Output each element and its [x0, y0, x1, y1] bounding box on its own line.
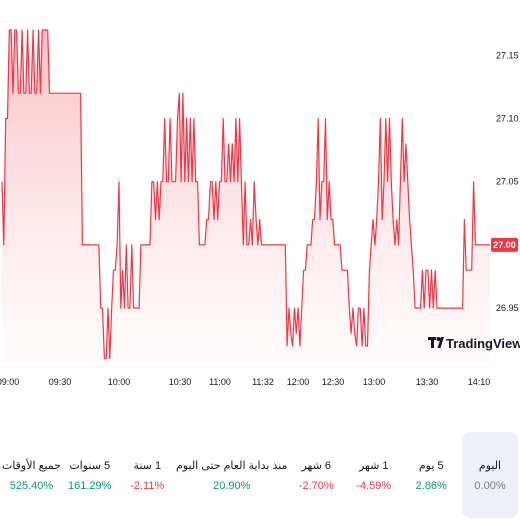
tradingview-watermark: TradingView	[428, 336, 520, 351]
period-change-value: 161.29%	[68, 479, 112, 492]
period-label: 6 شهر	[301, 459, 331, 472]
y-tick-label: 26.95	[496, 303, 519, 313]
period-label: اليوم	[478, 459, 502, 472]
x-tick-label: 10:30	[169, 377, 192, 387]
x-tick-label: 11:00	[209, 377, 231, 387]
period-label: 1 شهر	[358, 459, 389, 472]
period-label: جميع الأوقات	[1, 459, 61, 472]
x-tick-label: 12:30	[322, 377, 345, 387]
tradingview-logo-icon	[428, 337, 444, 348]
price-area	[2, 30, 490, 365]
period-label: 5 سنوات	[69, 459, 111, 472]
price-chart[interactable]: 09:00 09:30 10:00 10:30 11:00 11:32 12:00 12:30…	[0, 0, 520, 400]
period-tab[interactable]: 1 شهر -4.59%	[345, 432, 403, 518]
x-tick-label: 10:00	[108, 377, 131, 387]
period-tab[interactable]: 1 سنة -2.11%	[118, 432, 176, 518]
last-price-tag	[491, 237, 518, 252]
x-tick-label: 11:32	[252, 377, 274, 387]
x-tick-label: 09:00	[0, 377, 19, 387]
period-change-value: 0.00%	[474, 479, 506, 492]
period-label: منذ بداية العام حتى اليوم	[176, 459, 288, 472]
period-tab[interactable]: 5 سنوات 161.29%	[61, 432, 119, 518]
period-label: 1 سنة	[133, 459, 162, 472]
period-label: 5 يوم	[418, 459, 444, 472]
y-axis: 27.15 27.10 27.05 27.00 26.95	[496, 50, 519, 313]
x-tick-label: 13:30	[416, 377, 439, 387]
period-change-value: 2.86%	[415, 479, 447, 492]
period-tab[interactable]: اليوم 0.00%	[462, 432, 518, 518]
y-tick-label: 27.05	[496, 177, 519, 187]
period-tab[interactable]: 6 شهر -2.70%	[287, 432, 345, 518]
performance-bar: اليوم 0.00% 5 يوم 2.86% 1 شهر -4.59% 6 شهر -2.7…	[0, 432, 520, 518]
x-tick-label: 13:00	[363, 377, 386, 387]
period-change-value: -2.11%	[130, 479, 165, 492]
y-tick-label: 27.15	[496, 50, 519, 60]
period-change-value: -4.59%	[356, 479, 392, 492]
period-tab[interactable]: منذ بداية العام حتى اليوم 20.90%	[176, 432, 287, 518]
y-tick-label: 27.10	[496, 114, 519, 124]
price-line	[1, 29, 490, 360]
x-axis: 09:00 09:30 10:00 10:30 11:00 11:32 12:00 12:30…	[0, 377, 490, 387]
period-change-value: 20.90%	[213, 479, 251, 492]
period-tab[interactable]: 5 يوم 2.86%	[402, 432, 460, 518]
last-price-label: 27.00	[493, 240, 516, 250]
period-tab[interactable]: جميع الأوقات 525.40%	[2, 432, 61, 518]
x-tick-label: 12:00	[287, 377, 310, 387]
watermark-text: TradingView	[446, 336, 520, 351]
x-tick-label: 09:30	[49, 377, 72, 387]
period-change-value: -2.70%	[298, 479, 334, 492]
period-change-value: 525.40%	[9, 479, 54, 492]
x-tick-label: 14:10	[468, 377, 491, 387]
